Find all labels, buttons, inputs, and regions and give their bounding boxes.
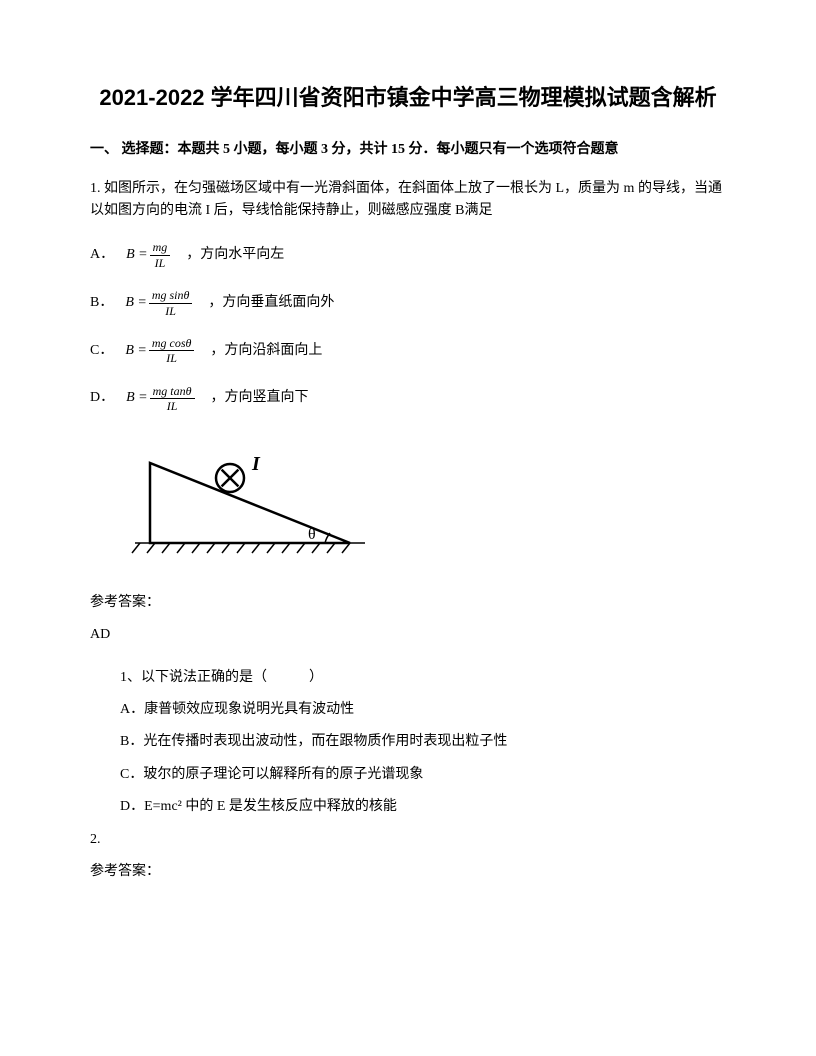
option-c-label: C． [90, 340, 113, 362]
svg-text:I: I [251, 453, 261, 475]
q1-answer-label: 参考答案： [90, 592, 726, 614]
q2-number: 2. [90, 829, 726, 851]
question-1-stem: 1. 如图所示，在匀强磁场区域中有一光滑斜面体，在斜面体上放了一根长为 L，质量… [90, 178, 726, 223]
incline-diagram: Iθ [130, 433, 370, 563]
option-c-text: ，方向沿斜面向上 [210, 340, 322, 362]
svg-text:θ: θ [308, 526, 316, 543]
option-d: D． B = mg tanθ IL ，方向竖直向下 [90, 384, 726, 414]
q2-answer-label: 参考答案： [90, 861, 726, 883]
q2-stem: 1、以下说法正确的是（ ） [120, 667, 726, 689]
page-title: 2021-2022 学年四川省资阳市镇金中学高三物理模拟试题含解析 [90, 80, 726, 115]
option-c-formula: B = mg cosθ IL [125, 336, 196, 366]
option-d-label: D． [90, 387, 114, 409]
option-b-text: ，方向垂直纸面向外 [208, 292, 334, 314]
option-c: C． B = mg cosθ IL ，方向沿斜面向上 [90, 336, 726, 366]
q2-option-a: A．康普顿效应现象说明光具有波动性 [120, 699, 726, 721]
q2-option-d: D．E=mc² 中的 E 是发生核反应中释放的核能 [120, 796, 726, 818]
option-b-label: B． [90, 292, 113, 314]
option-a: A． B = mg IL ，方向水平向左 [90, 240, 726, 270]
option-b-formula: B = mg sinθ IL [125, 288, 194, 318]
q2-option-c: C．玻尔的原子理论可以解释所有的原子光谱现象 [120, 764, 726, 786]
option-a-text: ，方向水平向左 [186, 244, 284, 266]
q1-answer: AD [90, 624, 726, 646]
option-b: B． B = mg sinθ IL ，方向垂直纸面向外 [90, 288, 726, 318]
option-a-formula: B = mg IL [126, 240, 172, 270]
q1-diagram: Iθ [130, 433, 726, 571]
option-d-formula: B = mg tanθ IL [126, 384, 196, 414]
option-a-label: A． [90, 244, 114, 266]
question-2: 1、以下说法正确的是（ ） A．康普顿效应现象说明光具有波动性 B．光在传播时表… [120, 667, 726, 819]
q2-option-b: B．光在传播时表现出波动性，而在跟物质作用时表现出粒子性 [120, 731, 726, 753]
section-header: 一、 选择题：本题共 5 小题，每小题 3 分，共计 15 分．每小题只有一个选… [90, 139, 726, 161]
option-d-text: ，方向竖直向下 [211, 387, 309, 409]
